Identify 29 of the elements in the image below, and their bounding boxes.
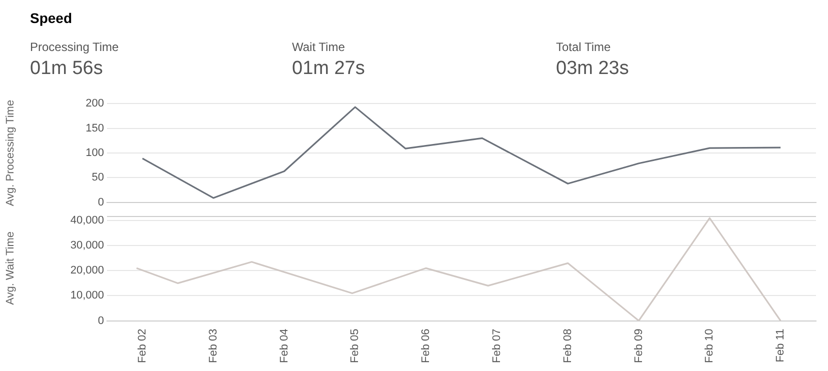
x-tick-label: Feb 03 [207, 328, 220, 364]
x-tick-label: Feb 07 [490, 328, 503, 364]
text: Total Time [556, 40, 611, 54]
y-tick-label: 200 [86, 98, 104, 110]
y-tick-label: 0 [98, 196, 104, 208]
x-tick-label: Feb 09 [632, 328, 645, 364]
y-tick-label: 40,000 [70, 214, 104, 227]
x-tick-label: Feb 05 [349, 328, 362, 364]
y-tick-label: 0 [98, 314, 104, 327]
y-tick-label: 50 [92, 172, 104, 184]
y-axis-title: Avg. Wait Time [4, 231, 17, 305]
y-tick-label: 10,000 [70, 290, 104, 302]
text: 01m 56s [30, 58, 103, 80]
y-tick-label: 150 [86, 122, 104, 134]
x-tick-label: Feb 04 [278, 328, 290, 364]
y-axis-title: Avg. Processing Time [4, 100, 17, 206]
x-tick-label: Feb 11 [774, 328, 787, 362]
y-tick-label: 100 [86, 147, 104, 160]
text: 01m 27s [292, 58, 365, 80]
x-tick-label: Feb 10 [704, 328, 716, 364]
x-tick-label: Feb 08 [562, 328, 574, 364]
y-tick-label: 20,000 [70, 264, 104, 277]
text: Speed [30, 10, 72, 26]
text: 03m 23s [556, 58, 629, 80]
x-tick-label: Feb 06 [420, 328, 432, 364]
text: Processing Time [30, 40, 119, 54]
x-tick-label: Feb 02 [136, 328, 148, 364]
text: Wait Time [292, 40, 345, 54]
y-tick-label: 30,000 [70, 240, 104, 252]
